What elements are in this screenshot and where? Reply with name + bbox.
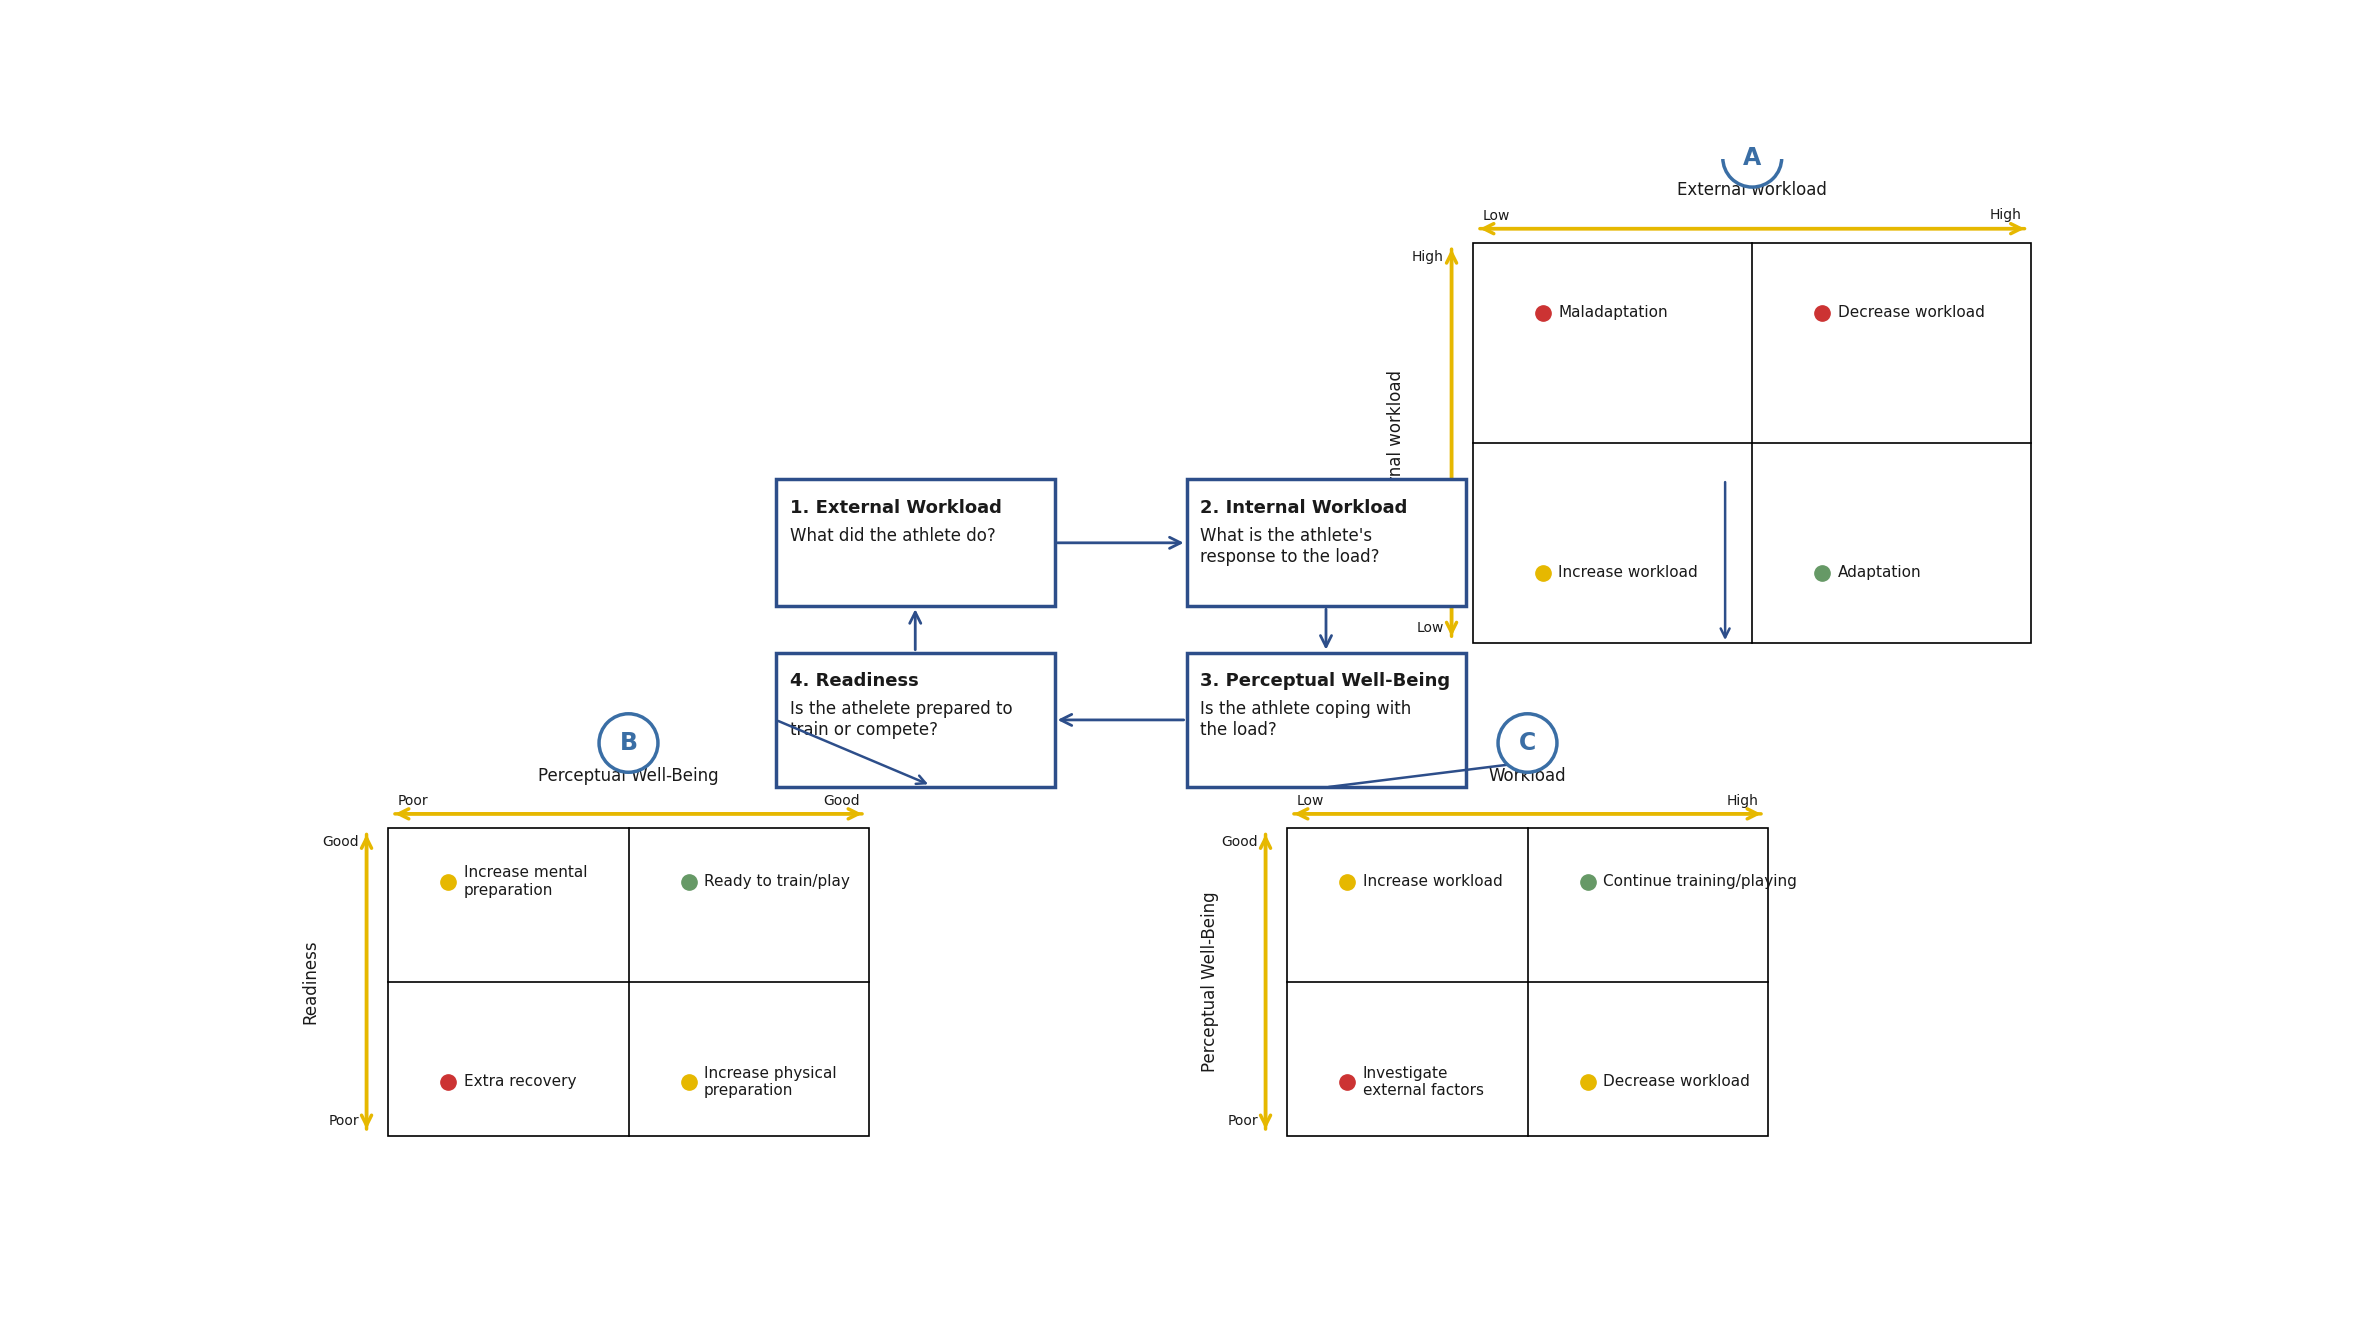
Text: Internal workload: Internal workload	[1386, 371, 1405, 515]
FancyBboxPatch shape	[1186, 479, 1464, 607]
Text: External workload: External workload	[1677, 182, 1828, 199]
Bar	[1474, 243, 2031, 643]
Circle shape	[1498, 713, 1557, 773]
Bar	[1287, 827, 1767, 1135]
Text: Perceptual Well-Being: Perceptual Well-Being	[539, 766, 718, 785]
Text: Poor: Poor	[328, 1114, 359, 1127]
Text: Poor: Poor	[1228, 1114, 1259, 1127]
Text: Is the athlete coping with
the load?: Is the athlete coping with the load?	[1200, 700, 1412, 740]
Text: B: B	[619, 730, 638, 756]
Text: 4. Readiness: 4. Readiness	[789, 672, 919, 689]
Text: Is the athelete prepared to
train or compete?: Is the athelete prepared to train or com…	[789, 700, 1013, 740]
Text: Workload: Workload	[1488, 766, 1566, 785]
Text: Increase workload: Increase workload	[1363, 874, 1502, 890]
Text: Good: Good	[321, 835, 359, 850]
Text: Increase mental
preparation: Increase mental preparation	[463, 866, 588, 898]
Text: Low: Low	[1297, 794, 1325, 807]
Text: 3. Perceptual Well-Being: 3. Perceptual Well-Being	[1200, 672, 1450, 689]
Text: What is the athlete's
response to the load?: What is the athlete's response to the lo…	[1200, 527, 1379, 566]
Text: Increase physical
preparation: Increase physical preparation	[704, 1065, 836, 1098]
Text: C: C	[1519, 730, 1535, 756]
Text: Increase workload: Increase workload	[1559, 566, 1698, 580]
Text: Decrease workload: Decrease workload	[1604, 1074, 1750, 1089]
Text: Readiness: Readiness	[302, 939, 319, 1024]
Text: Adaptation: Adaptation	[1838, 566, 1920, 580]
Text: Ready to train/play: Ready to train/play	[704, 874, 850, 890]
Text: Extra recovery: Extra recovery	[463, 1074, 576, 1089]
FancyBboxPatch shape	[775, 652, 1056, 788]
Text: A: A	[1743, 146, 1762, 170]
Text: High: High	[1727, 794, 1757, 807]
Text: 2. Internal Workload: 2. Internal Workload	[1200, 498, 1408, 517]
Text: Continue training/playing: Continue training/playing	[1604, 874, 1797, 890]
Text: Maladaptation: Maladaptation	[1559, 305, 1668, 320]
Text: Investigate
external factors: Investigate external factors	[1363, 1065, 1483, 1098]
Circle shape	[600, 713, 659, 773]
Text: Good: Good	[822, 794, 860, 807]
Text: Decrease workload: Decrease workload	[1838, 305, 1984, 320]
Circle shape	[1722, 129, 1781, 187]
Text: Good: Good	[1221, 835, 1259, 850]
Bar	[387, 827, 869, 1135]
FancyBboxPatch shape	[775, 479, 1056, 607]
Text: High: High	[1991, 208, 2022, 223]
Text: High: High	[1412, 250, 1443, 264]
Text: Poor: Poor	[397, 794, 428, 807]
Text: Low: Low	[1417, 622, 1443, 635]
Text: 1. External Workload: 1. External Workload	[789, 498, 1001, 517]
Text: What did the athlete do?: What did the athlete do?	[789, 527, 994, 544]
Text: Perceptual Well-Being: Perceptual Well-Being	[1200, 891, 1219, 1072]
Text: Low: Low	[1483, 208, 1509, 223]
FancyBboxPatch shape	[1186, 652, 1464, 788]
